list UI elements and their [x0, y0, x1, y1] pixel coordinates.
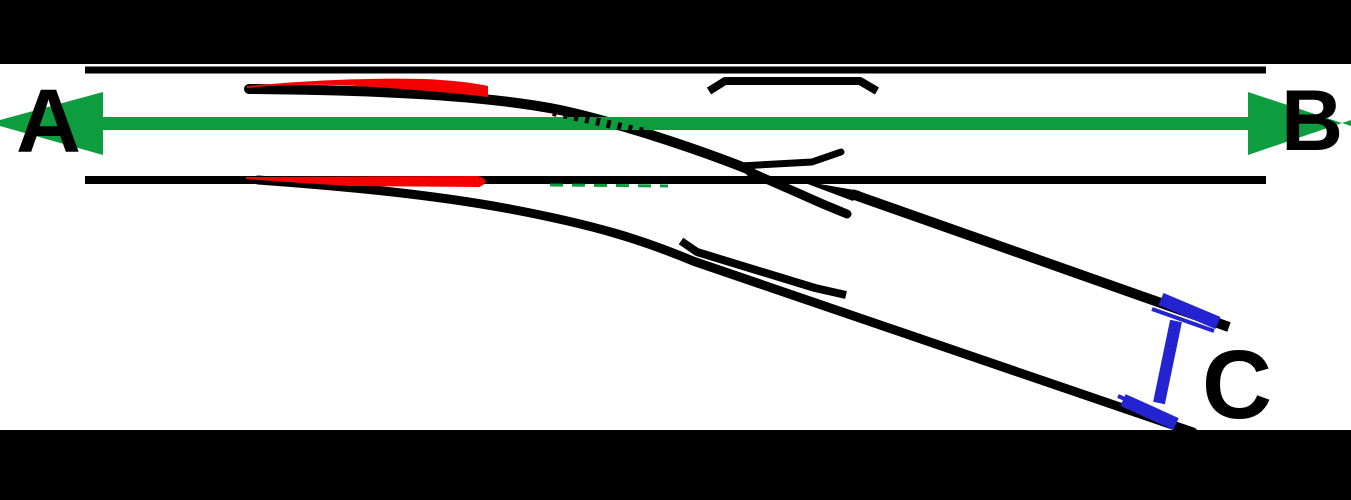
switch-blade-top	[247, 78, 488, 97]
check-rail-main	[706, 77, 880, 95]
switch-blade-bottom	[246, 176, 486, 187]
route-arrow-left-head	[0, 92, 103, 155]
diverging-rail-dotted-under-route	[552, 108, 646, 136]
buffer-stop-upper-thin-bar	[1151, 307, 1215, 333]
route-arrow	[0, 92, 1351, 155]
buffer-stop-upper-pad	[1158, 293, 1221, 329]
route-arrow-right-head	[1248, 92, 1351, 155]
diverging-rail-upper-closure	[244, 84, 755, 175]
wing-rail-upper	[736, 148, 845, 170]
buffer-stop	[1117, 293, 1221, 430]
buffer-stop-lower-pad	[1120, 394, 1179, 430]
buffer-stop-crossbar	[1153, 319, 1182, 405]
frog-point	[797, 180, 860, 201]
route-dashes-bottom-rail	[549, 183, 669, 188]
bottom-letterbox-bar	[0, 430, 1351, 500]
check-rail-diverging	[678, 237, 847, 299]
label-c: C	[1202, 330, 1272, 439]
label-a: A	[16, 72, 81, 172]
diverging-rail-lower	[253, 175, 1198, 437]
top-letterbox-bar	[0, 0, 1351, 64]
route-arrow-shaft	[100, 117, 1251, 130]
wing-rail-lower	[745, 167, 852, 219]
label-b: B	[1281, 73, 1343, 169]
